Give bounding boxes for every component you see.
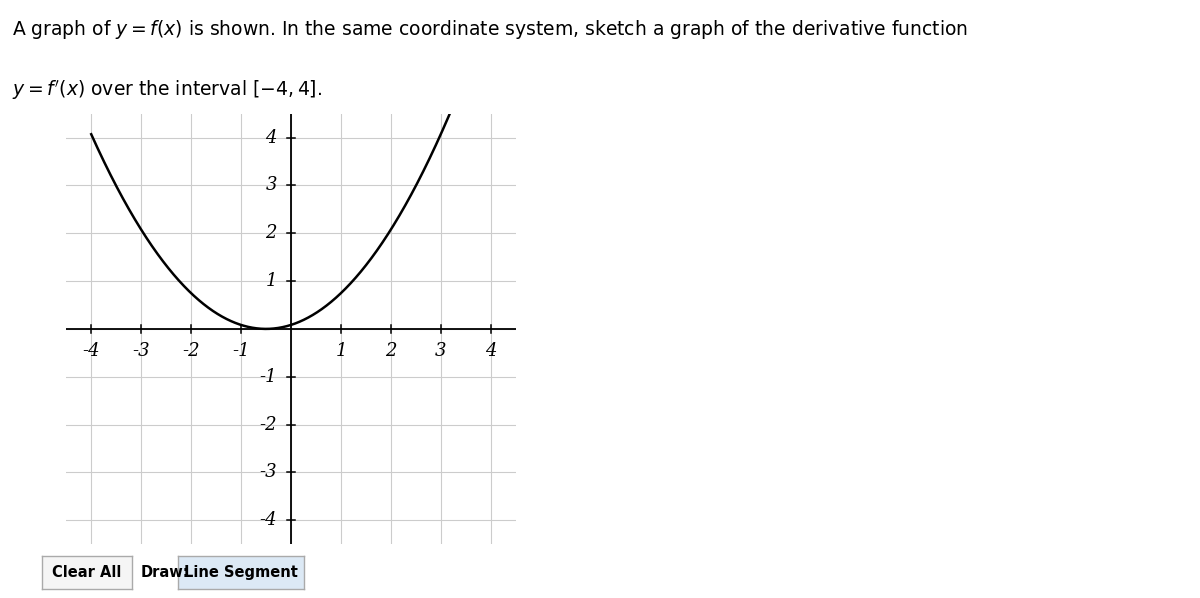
Text: -4: -4 xyxy=(82,342,100,361)
Text: -1: -1 xyxy=(259,368,277,386)
Text: A graph of $y = f(x)$ is shown. In the same coordinate system, sketch a graph of: A graph of $y = f(x)$ is shown. In the s… xyxy=(12,18,968,41)
Text: 2: 2 xyxy=(265,224,277,242)
Text: -2: -2 xyxy=(182,342,200,361)
Text: 4: 4 xyxy=(265,129,277,147)
Text: Clear All: Clear All xyxy=(53,565,121,580)
Text: -4: -4 xyxy=(259,511,277,529)
Text: 1: 1 xyxy=(265,272,277,290)
Text: 3: 3 xyxy=(436,342,446,361)
Text: $y = f'(x)$ over the interval $[ - 4, 4]$.: $y = f'(x)$ over the interval $[ - 4, 4]… xyxy=(12,78,322,102)
Text: 3: 3 xyxy=(265,176,277,194)
Text: 2: 2 xyxy=(385,342,397,361)
Text: Line Segment: Line Segment xyxy=(184,565,298,580)
Text: -1: -1 xyxy=(232,342,250,361)
Text: Draw:: Draw: xyxy=(140,565,190,580)
Text: -2: -2 xyxy=(259,416,277,434)
Text: 1: 1 xyxy=(335,342,347,361)
Text: -3: -3 xyxy=(132,342,150,361)
Text: 4: 4 xyxy=(485,342,497,361)
Text: -3: -3 xyxy=(259,463,277,481)
